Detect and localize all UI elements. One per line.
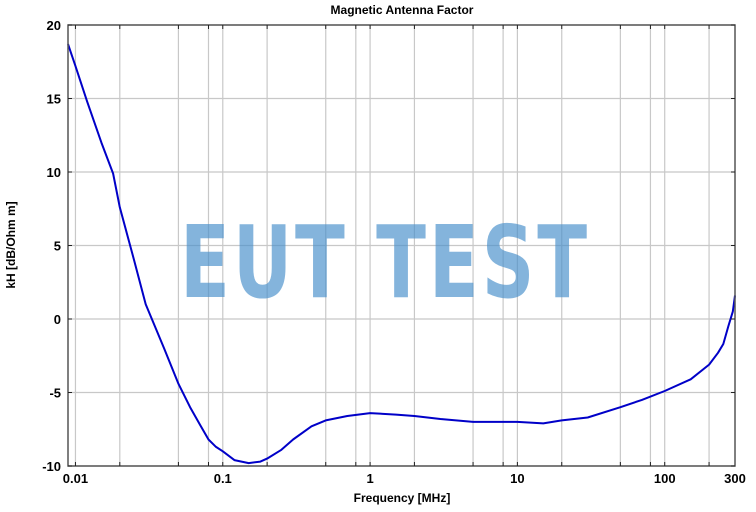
y-tick-label: 5 <box>54 239 61 254</box>
y-tick-label: 15 <box>47 92 61 107</box>
axis-ticks <box>68 24 735 467</box>
y-tick-label: 0 <box>54 312 61 327</box>
y-tick-labels: -10 -5 0 5 10 15 20 <box>42 18 61 474</box>
chart-title: Magnetic Antenna Factor <box>331 3 474 17</box>
x-axis-label: Frequency [MHz] <box>354 491 451 505</box>
x-tick-label: 300 <box>724 471 746 486</box>
x-tick-label: 100 <box>654 471 676 486</box>
y-tick-label: -5 <box>49 386 61 401</box>
antenna-factor-line <box>67 43 736 465</box>
x-tick-label: 0.1 <box>214 471 232 486</box>
watermark-text: EUT TEST <box>180 204 590 321</box>
y-tick-label: 10 <box>47 165 61 180</box>
y-tick-label: 20 <box>47 18 61 33</box>
watermark: EUT TEST <box>180 204 590 321</box>
x-tick-label: 1 <box>366 471 373 486</box>
y-axis-label: kH [dB/Ohm m] <box>4 201 18 288</box>
x-tick-labels: 0.01 0.1 1 10 100 300 <box>63 471 746 486</box>
y-tick-label: -10 <box>42 459 61 474</box>
x-tick-label: 0.01 <box>63 471 88 486</box>
x-tick-label: 10 <box>510 471 524 486</box>
